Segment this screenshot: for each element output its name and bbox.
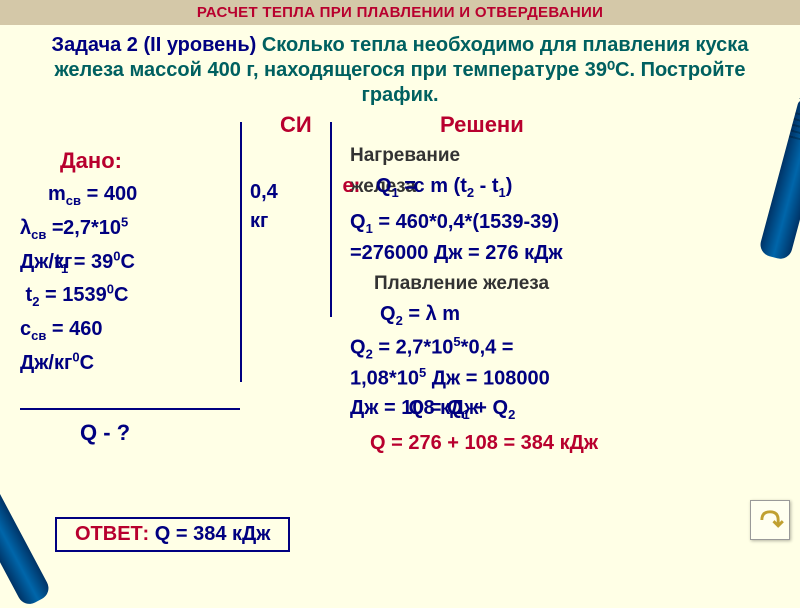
si-label: СИ xyxy=(280,112,312,138)
divider-1 xyxy=(240,122,242,382)
q2-formula: Q2 = λ m xyxy=(380,300,598,331)
content-area: СИ Решени Дано: mсв = 400 λсв = 2,7*105 … xyxy=(0,112,800,592)
q2-calc: Q2 = 2,7*105*0,4 =1,08*105 Дж = 108000Дж… xyxy=(350,333,598,425)
problem-prefix: Задача 2 (II уровень) xyxy=(52,34,262,56)
slide-header: РАСЧЕТ ТЕПЛА ПРИ ПЛАВЛЕНИИ И ОТВЕРДЕВАНИ… xyxy=(0,0,800,25)
given-m: mсв = 400 xyxy=(48,178,137,212)
melting-note: Плавление железа xyxy=(374,270,598,298)
given-values: mсв = 400 λсв = 2,7*105 Дж/кгt1 = 390С t… xyxy=(20,178,137,379)
given-label: Дано: xyxy=(60,148,122,174)
problem-statement: Задача 2 (II уровень) Сколько тепла необ… xyxy=(0,25,800,112)
given-t1-lambda-unit: Дж/кгt1 = 390С xyxy=(20,246,137,280)
solution-label: Решени xyxy=(440,112,524,138)
next-button[interactable] xyxy=(750,500,790,540)
given-c: cсв = 460Дж/кг0С xyxy=(20,313,137,379)
si-mass: 0,4кг xyxy=(250,178,278,236)
given-lambda: λсв = 2,7*105 xyxy=(20,212,137,246)
solution-block: Нагревание железаQ1 = c m (t2 - t1)е: Q1… xyxy=(350,142,598,460)
answer-box: ОТВЕТ: Q = 384 кДж xyxy=(55,517,290,552)
answer-value: Q = 384 кДж xyxy=(155,523,271,545)
q1-calc: Q1 = 460*0,4*(1539-39)=276000 Дж = 276 к… xyxy=(350,208,598,268)
divider-2 xyxy=(330,122,332,317)
given-t2: t2 = 15390С xyxy=(20,279,137,313)
given-underline xyxy=(20,408,240,410)
answer-row: ОТВЕТ: Q = 384 кДж xyxy=(55,517,290,552)
arrow-return-icon xyxy=(756,506,784,534)
q1-formula-line: железаQ1 = c m (t2 - t1)е: xyxy=(350,172,598,203)
answer-label: ОТВЕТ: xyxy=(75,523,149,545)
q-total: Q = 276 + 108 = 384 кДж xyxy=(370,429,598,458)
heating-note: Нагревание xyxy=(350,142,598,170)
question: Q - ? xyxy=(80,420,130,446)
si-values: 0,4кг xyxy=(250,178,278,236)
